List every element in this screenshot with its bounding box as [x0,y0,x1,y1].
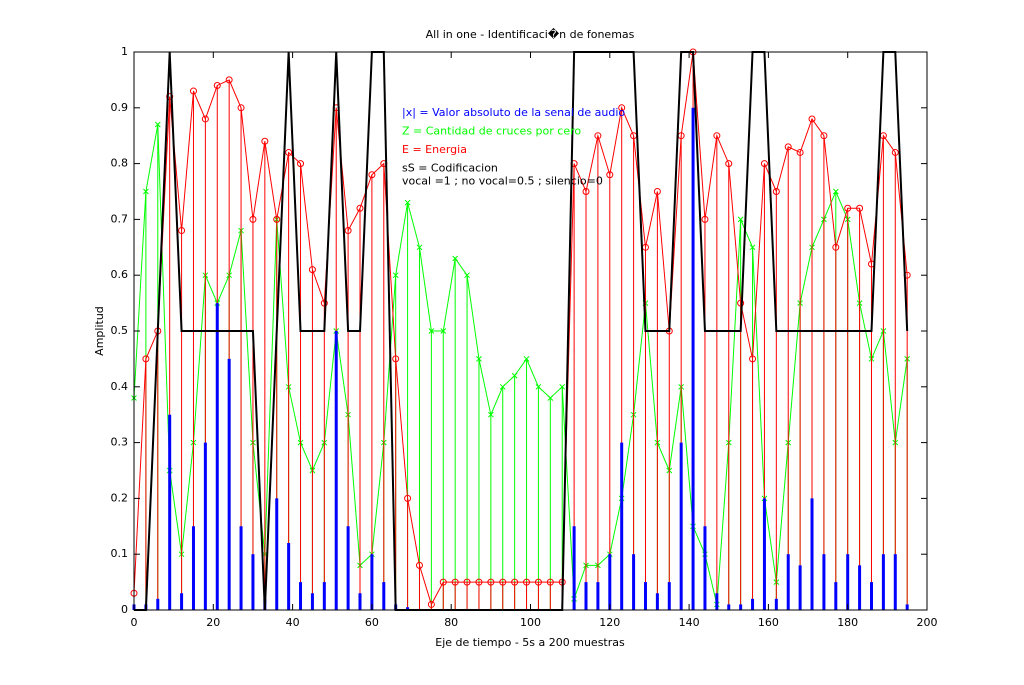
stem [285,148,293,610]
x-tick-label: 100 [520,616,541,629]
legend-note: vocal =1 ; no vocal=0.5 ; silencio=0 [402,175,603,188]
x-tick-label: 180 [837,616,858,629]
stem [356,204,364,610]
y-tick-label: 0.8 [111,157,129,170]
stem-marker [201,115,209,123]
y-tick-label: 0.7 [111,212,129,225]
x-tick-label: 200 [917,616,938,629]
legend-entry: E = Energia [402,143,467,156]
stem-marker [213,81,221,89]
y-tick-label: 0.2 [111,491,129,504]
y-axis-label: Amplitud [93,306,106,356]
plot-area [130,48,911,611]
stem [368,171,376,610]
y-tick-label: 0.9 [111,101,129,114]
y-tick-label: 0.5 [111,324,129,337]
series-line [133,124,908,605]
legend-entry: sS = Codificacion [402,162,498,175]
legend-entry: Z = Cantidad de cruces por cero [402,125,581,138]
x-tick-label: 60 [365,616,379,629]
series-line [133,51,908,606]
x-tick-label: 40 [286,616,300,629]
stem-marker [606,171,614,179]
x-tick-label: 0 [131,616,138,629]
stem-marker [594,132,602,140]
stem-marker [796,148,804,156]
y-tick-label: 0.1 [111,547,129,560]
stem-marker [368,171,376,179]
stem-marker [618,104,626,112]
stem-marker [427,600,435,608]
x-tick-label: 80 [444,616,458,629]
stem [415,561,423,610]
stem [606,171,614,610]
stem [796,148,804,610]
y-tick-label: 0.3 [111,436,129,449]
x-axis-label: Eje de tiempo - 5s a 200 muestras [435,636,625,649]
x-tick-label: 160 [758,616,779,629]
stem-marker [784,143,792,151]
x-tick-label: 20 [206,616,220,629]
y-tick-label: 0.6 [111,268,129,281]
stem-marker [772,188,780,195]
stem-marker [356,204,364,212]
stem [582,188,590,610]
x-tick-label: 120 [599,616,620,629]
chart-title: All in one - Identificaci�n de fonemas [426,28,635,41]
stem-marker [415,561,423,569]
legend: |x| = Valor absoluto de la senal de audi… [402,106,625,188]
stem [594,132,602,610]
legend-entry: |x| = Valor absoluto de la senal de audi… [402,106,625,119]
stem-marker [285,148,293,156]
stem-marker [582,188,590,195]
y-tick-label: 0.4 [111,380,129,393]
y-tick-label: 1 [121,45,128,58]
x-tick-label: 140 [679,616,700,629]
stem-marker [808,115,816,123]
stem [772,188,780,610]
y-tick-label: 0 [121,603,128,616]
stem-marker [225,76,233,84]
stem [784,143,792,610]
